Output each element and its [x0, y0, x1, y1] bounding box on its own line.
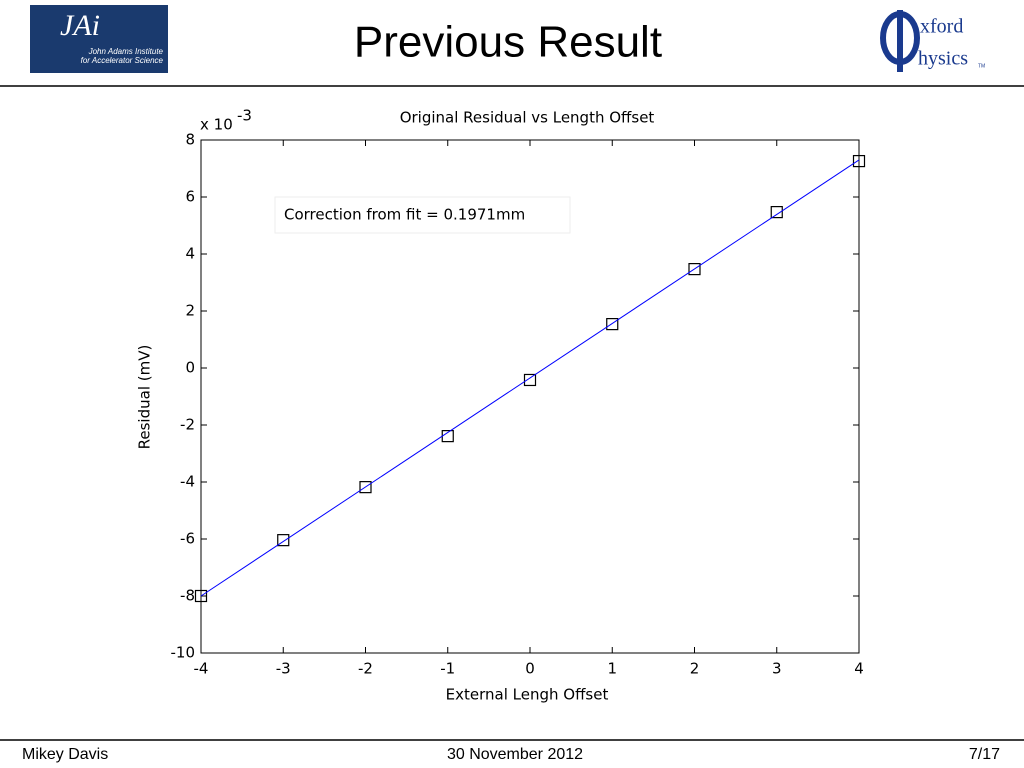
annotation: Correction from fit = 0.1971mm	[284, 206, 525, 224]
y-tick-label: 8	[185, 131, 195, 149]
jai-logo	[30, 5, 168, 73]
fit-line	[200, 159, 860, 597]
data-point	[852, 154, 866, 168]
jai-line2: for Accelerator Science	[81, 56, 164, 65]
y-tick-label: 4	[185, 245, 195, 263]
x-tick-label: 4	[854, 660, 864, 678]
data-point	[277, 534, 290, 547]
y-tick-label: -2	[180, 416, 195, 434]
x-tick-label: 0	[525, 660, 535, 678]
jai-line1: John Adams Institute	[88, 47, 164, 56]
footer-author: Mikey Davis	[22, 746, 108, 763]
slide-title: Previous Result	[354, 18, 662, 67]
data-point	[194, 589, 208, 603]
oxford-bottom: hysics	[918, 48, 968, 70]
y-multiplier-exp: -3	[237, 107, 252, 125]
x-tick-label: -1	[440, 660, 455, 678]
data-point	[770, 206, 783, 219]
x-tick-label: -3	[276, 660, 291, 678]
data-point	[606, 318, 619, 331]
x-axis-label: External Lengh Offset	[446, 686, 609, 704]
y-tick-label: -6	[180, 530, 195, 548]
y-tick-label: 6	[185, 188, 195, 206]
chart-title: Original Residual vs Length Offset	[400, 109, 655, 127]
x-tick-label: 1	[607, 660, 617, 678]
footer-date: 30 November 2012	[447, 746, 583, 763]
oxford-tm: TM	[978, 63, 985, 69]
annotation-box	[274, 196, 571, 234]
y-tick-label: -4	[180, 473, 195, 491]
y-axis-label: Residual (mV)	[136, 345, 154, 450]
oxford-top: xford	[920, 16, 963, 38]
y-tick-label: -8	[180, 587, 195, 605]
y-tick-label: 0	[185, 359, 195, 377]
footer-page: 7/17	[969, 746, 1000, 763]
y-multiplier: x 10	[200, 116, 233, 134]
x-tick-label: 3	[772, 660, 782, 678]
x-tick-label: -4	[194, 660, 209, 678]
data-point	[359, 481, 372, 494]
data-point	[688, 263, 701, 276]
jai-mark: JAi	[60, 9, 100, 42]
data-point	[523, 373, 537, 387]
y-tick-label: -10	[171, 644, 196, 662]
y-tick-label: 2	[185, 302, 195, 320]
x-tick-label: 2	[690, 660, 700, 678]
x-tick-label: -2	[358, 660, 373, 678]
